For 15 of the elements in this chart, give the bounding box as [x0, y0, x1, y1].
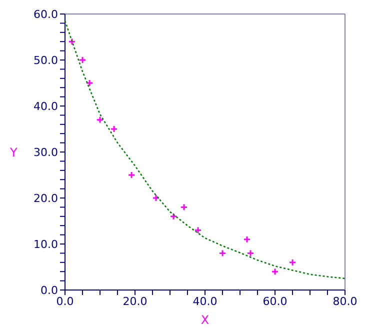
y-tick-label: 20.0: [34, 192, 58, 205]
x-axis-title: X: [200, 313, 210, 327]
y-tick-label: 40.0: [34, 100, 58, 113]
x-tick-label: 20.0: [122, 294, 148, 308]
y-tick-label: 0.0: [40, 284, 58, 297]
y-tick-label: 10.0: [34, 238, 58, 251]
y-axis-title: Y: [9, 145, 18, 160]
y-tick-label: 60.0: [34, 8, 58, 21]
x-tick-label: 0.0: [56, 294, 74, 308]
x-tick-label: 60.0: [262, 294, 288, 308]
line-series: [65, 20, 345, 280]
x-tick-label: 40.0: [192, 294, 218, 308]
x-tick-label: 80.0: [332, 294, 358, 308]
y-tick-label: 30.0: [34, 146, 58, 159]
y-tick-label: 50.0: [34, 54, 58, 67]
